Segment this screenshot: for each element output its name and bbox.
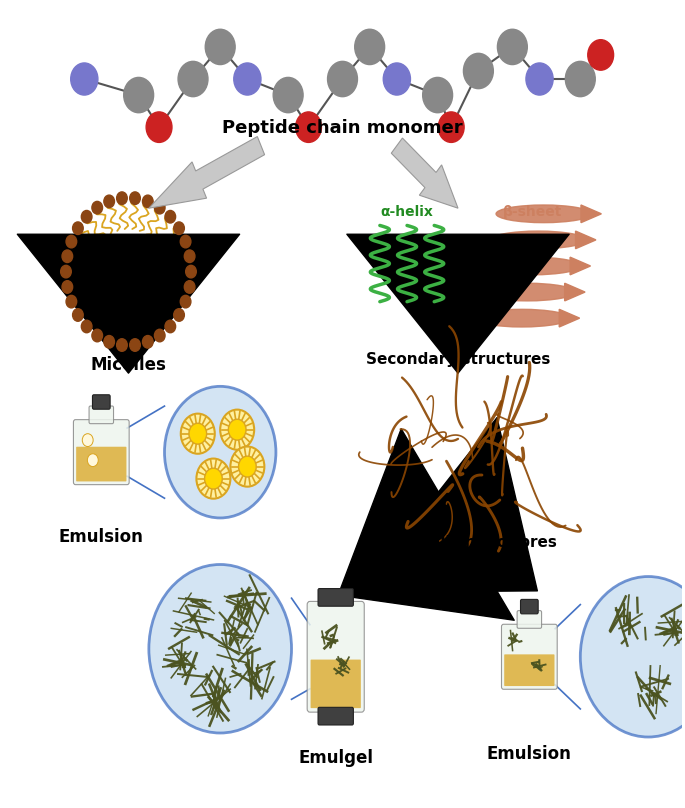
Circle shape xyxy=(228,419,246,440)
FancyBboxPatch shape xyxy=(318,707,353,725)
Circle shape xyxy=(164,386,276,518)
Polygon shape xyxy=(570,257,590,275)
Circle shape xyxy=(124,78,153,112)
Circle shape xyxy=(189,423,207,444)
Circle shape xyxy=(580,577,685,737)
Circle shape xyxy=(104,195,114,208)
Circle shape xyxy=(206,29,235,65)
Circle shape xyxy=(142,195,153,208)
Circle shape xyxy=(82,434,93,447)
Circle shape xyxy=(129,339,140,351)
Text: β-sheet: β-sheet xyxy=(503,205,562,219)
Circle shape xyxy=(116,339,127,351)
Circle shape xyxy=(92,329,103,342)
FancyBboxPatch shape xyxy=(310,659,361,708)
Circle shape xyxy=(238,457,256,477)
FancyBboxPatch shape xyxy=(92,395,110,409)
Circle shape xyxy=(355,29,384,65)
Circle shape xyxy=(205,468,222,489)
Circle shape xyxy=(384,63,410,95)
FancyBboxPatch shape xyxy=(517,611,542,629)
Circle shape xyxy=(181,414,215,454)
Ellipse shape xyxy=(479,284,575,301)
Polygon shape xyxy=(149,137,264,208)
FancyBboxPatch shape xyxy=(504,654,554,686)
FancyBboxPatch shape xyxy=(73,419,129,485)
Circle shape xyxy=(165,210,175,223)
Polygon shape xyxy=(575,231,596,249)
Polygon shape xyxy=(564,284,585,301)
Circle shape xyxy=(149,565,292,733)
Circle shape xyxy=(178,61,208,97)
Circle shape xyxy=(129,192,140,204)
Circle shape xyxy=(565,61,595,97)
Circle shape xyxy=(174,309,184,322)
Circle shape xyxy=(180,235,191,248)
FancyBboxPatch shape xyxy=(521,600,538,614)
Circle shape xyxy=(62,280,73,293)
Circle shape xyxy=(73,309,83,322)
Text: α-helix: α-helix xyxy=(381,205,434,219)
Ellipse shape xyxy=(474,309,569,327)
Circle shape xyxy=(73,222,83,234)
Circle shape xyxy=(104,335,114,348)
Circle shape xyxy=(184,280,195,293)
Circle shape xyxy=(438,112,464,142)
Circle shape xyxy=(165,320,175,333)
Circle shape xyxy=(71,63,98,95)
Circle shape xyxy=(61,265,71,278)
Circle shape xyxy=(82,320,92,333)
FancyBboxPatch shape xyxy=(76,447,127,482)
Text: Emulgel: Emulgel xyxy=(298,749,373,767)
Circle shape xyxy=(588,40,614,70)
Circle shape xyxy=(154,201,165,214)
Text: Amphiphilic nanofibres: Amphiphilic nanofibres xyxy=(359,535,557,549)
Text: Emulsion: Emulsion xyxy=(59,528,144,546)
FancyBboxPatch shape xyxy=(318,588,353,606)
Circle shape xyxy=(142,335,153,348)
Circle shape xyxy=(497,29,527,65)
Circle shape xyxy=(174,222,184,234)
Circle shape xyxy=(186,265,197,278)
Text: Secondary structures: Secondary structures xyxy=(366,351,550,367)
Polygon shape xyxy=(581,205,601,223)
Circle shape xyxy=(146,112,172,142)
Circle shape xyxy=(92,201,103,214)
Circle shape xyxy=(66,235,77,248)
Circle shape xyxy=(327,61,358,97)
Ellipse shape xyxy=(496,205,591,223)
Circle shape xyxy=(423,78,453,112)
Circle shape xyxy=(94,230,163,313)
Circle shape xyxy=(66,296,77,308)
Text: Micelles: Micelles xyxy=(90,356,166,374)
Text: Emulsion: Emulsion xyxy=(487,745,572,763)
Ellipse shape xyxy=(490,231,586,249)
Circle shape xyxy=(180,296,191,308)
Circle shape xyxy=(197,459,230,499)
FancyBboxPatch shape xyxy=(501,625,557,689)
FancyBboxPatch shape xyxy=(307,601,364,712)
Circle shape xyxy=(230,447,264,486)
Circle shape xyxy=(184,250,195,263)
Text: Peptide chain monomer: Peptide chain monomer xyxy=(222,119,463,137)
Circle shape xyxy=(88,454,98,466)
Polygon shape xyxy=(391,138,458,208)
Polygon shape xyxy=(559,309,580,327)
Circle shape xyxy=(526,63,553,95)
Circle shape xyxy=(82,210,92,223)
Circle shape xyxy=(154,329,165,342)
FancyBboxPatch shape xyxy=(89,406,114,423)
Circle shape xyxy=(62,250,73,263)
Circle shape xyxy=(464,53,493,89)
Circle shape xyxy=(273,78,303,112)
Circle shape xyxy=(234,63,261,95)
Circle shape xyxy=(220,410,254,450)
Circle shape xyxy=(296,112,321,142)
Circle shape xyxy=(116,192,127,204)
Ellipse shape xyxy=(485,257,580,275)
